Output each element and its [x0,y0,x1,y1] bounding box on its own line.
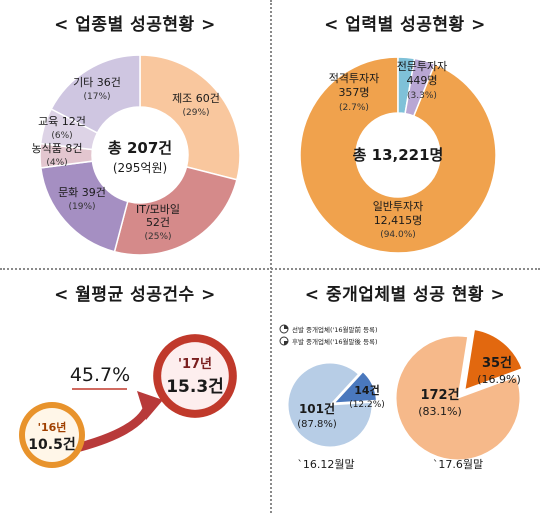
bubble-17-inner [161,342,229,410]
slice-label: 기타 36건 [73,76,121,89]
slice-label: IT/모바일 [136,202,180,216]
bubble-year-label: '17년 [178,357,212,372]
investor-slice [404,57,436,118]
slice-label: 449명 [406,74,437,87]
broker-pie-charts: 선발 중개업체('16월말前 등록) 후발 중개업체('16월말後 등록) 101건… [279,324,524,471]
slice-label: 172건 [420,387,459,403]
slice-percent-label: (94.0%) [380,230,416,240]
industry-slice [50,54,141,134]
slice-label: 전문투자자 [397,60,448,73]
slice-percent-label: (2.7%) [339,103,369,113]
industry-slice [39,160,129,253]
pie-slice [333,371,377,404]
panel-title: < 중개업체별 성공 현황 > [304,285,506,305]
slice-label: 제조 60건 [172,92,220,105]
donut-center-total: 총 207건 [108,139,172,157]
slice-label: 12,415명 [374,214,423,227]
slice-percent-label: (25%) [144,232,171,242]
pie-slice [463,327,524,392]
slice-label: 농식품 8건 [32,142,83,155]
panel-industry: < 업종별 성공현황 > 총 207건 (295억원) 제조 60건 (29%) IT/… [0,0,270,268]
panel-title: < 월평균 성공건수 > [54,285,216,305]
slice-percent-label: (3.3%) [407,91,437,101]
panel-monthly-average: < 월평균 성공건수 > 45.7% '16년 10.5건 '17년 15.3건 [0,268,270,513]
slice-label: 14건 [354,383,379,397]
slice-percent-label: (4%) [46,158,67,168]
legend-marker [284,341,288,345]
slice-percent-label: (6%) [51,131,72,141]
slice-label: 357명 [338,86,369,99]
slice-label: 교육 12건 [38,115,86,128]
pie-slice [287,362,373,448]
bubble-16-inner [25,408,79,462]
slice-percent-label: (29%) [182,108,209,118]
slice-percent-label: (17%) [83,92,110,102]
slice-label: 일반투자자 [373,199,424,213]
bubble-value-label: 10.5건 [28,436,75,453]
monthly-average-chart: 45.7% '16년 10.5건 '17년 15.3건 [19,334,237,468]
growth-arrow [75,399,154,452]
slice-percent-label: (12.2%) [349,400,385,410]
slice-percent-label: (16.9%) [477,373,521,386]
investor-slice [299,56,497,254]
slice-percent-label: (87.8%) [297,419,337,430]
pie-slice [395,335,521,461]
donut-center-amount: (295억원) [113,161,167,175]
slice-label: 35건 [482,355,512,371]
panel-title: < 업종별 성공현황 > [54,15,216,35]
panel-title: < 업력별 성공현황 > [324,15,486,35]
slice-label: 52건 [146,216,170,229]
legend-marker [284,325,288,329]
donut-center-total: 총 13,221명 [353,146,444,164]
industry-slice [113,165,238,256]
slice-label: 적격투자자 [329,72,380,85]
bubble-value-label: 15.3건 [166,377,224,397]
bubble-year-label: '16년 [38,420,67,434]
slice-percent-label: (83.1%) [418,405,462,418]
slice-label: 문화 39건 [58,186,106,199]
growth-percent-label: 45.7% [70,364,130,386]
legend-label: 후발 중개업체('16월말後 등록) [292,337,378,346]
industry-slice [139,54,241,181]
slice-percent-label: (19%) [68,202,95,212]
pie-caption: `16.12월말 [297,458,354,471]
pie-caption: `17.6월말 [433,458,483,471]
slice-label: 101건 [299,401,335,416]
growth-arrow-head [137,391,163,420]
legend-label: 선발 중개업체('16월말前 등록) [292,325,378,334]
panel-broker: < 중개업체별 성공 현황 > 선발 중개업체('16월말前 등록) 후발 중개업… [270,268,540,513]
panel-divider-vertical [270,0,272,513]
